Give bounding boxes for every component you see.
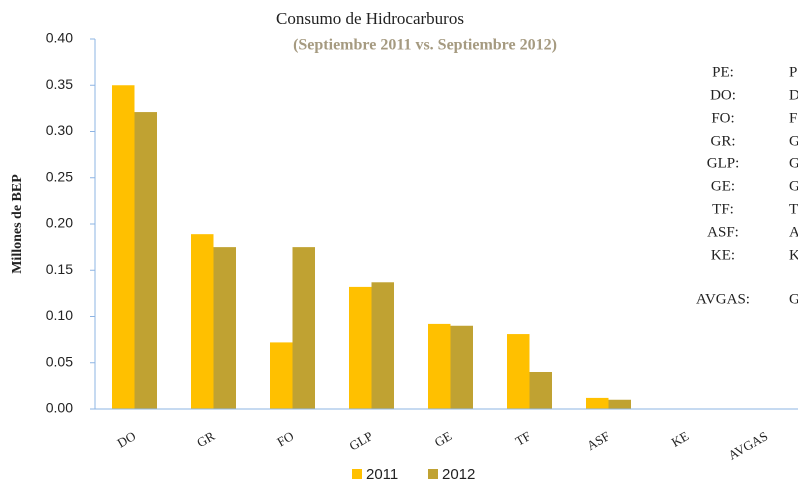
chart-title: Consumo de Hidrocarburos	[276, 9, 464, 28]
bar	[608, 399, 631, 409]
y-tick-label: 0.30	[46, 122, 73, 138]
bar	[112, 85, 135, 409]
y-tick-label: 0.00	[46, 400, 73, 416]
x-tick-label: AVGAS	[725, 428, 770, 463]
legend-label: 2012	[442, 466, 475, 483]
x-tick-label: KE	[669, 428, 692, 450]
annotation-text: G	[789, 155, 798, 171]
bar	[529, 372, 552, 409]
y-tick-label: 0.05	[46, 353, 73, 369]
annotation-text: F	[789, 110, 797, 126]
y-tick-label: 0.35	[46, 76, 73, 92]
legend-label: 2011	[366, 466, 398, 483]
annotation-abbr: GLP:	[707, 155, 740, 171]
y-tick-label: 0.15	[46, 261, 73, 277]
x-tick-label: FO	[274, 428, 296, 449]
x-tick-label: ASF	[584, 428, 612, 453]
annotation-text: D	[789, 87, 798, 103]
annotation-abbr: PE:	[712, 64, 734, 80]
y-tick-label: 0.10	[46, 307, 73, 323]
annotation-abbr: GR:	[710, 133, 735, 149]
y-tick-label: 0.20	[46, 215, 73, 231]
annotation-abbr: ASF:	[707, 224, 739, 240]
annotation-text: G	[789, 133, 798, 149]
bar	[371, 282, 394, 409]
annotation-abbr: AVGAS:	[696, 291, 750, 307]
x-tick-label: DO	[115, 428, 139, 450]
y-axis-label: Millones de BEP	[10, 174, 25, 274]
bar	[450, 325, 473, 409]
annotation-text: T	[789, 201, 798, 217]
annotation-text: G	[789, 178, 798, 194]
x-tick-label: TF	[513, 428, 534, 449]
legend-swatch	[428, 469, 438, 479]
annotation-abbr: KE:	[711, 247, 735, 263]
bar	[586, 397, 609, 409]
bar	[213, 247, 236, 409]
bar	[349, 286, 372, 409]
annotation-text: P	[789, 64, 797, 80]
y-tick-label: 0.40	[46, 30, 73, 46]
x-tick-label: GLP	[347, 428, 376, 453]
x-tick-label: GE	[432, 428, 455, 450]
annotation-text: A	[789, 224, 798, 240]
bar	[507, 334, 530, 409]
annotation-text: K	[789, 247, 798, 263]
y-tick-label: 0.25	[46, 168, 73, 184]
annotation-text: G	[789, 291, 798, 307]
bar	[134, 112, 157, 409]
bar	[191, 234, 214, 409]
bar	[270, 342, 293, 409]
x-tick-label: GR	[194, 428, 217, 450]
legend-swatch	[352, 469, 362, 479]
bar	[428, 323, 451, 409]
chart-subtitle: (Septiembre 2011 vs. Septiembre 2012)	[293, 37, 557, 54]
annotation-abbr: DO:	[710, 87, 736, 103]
annotation-abbr: FO:	[711, 110, 734, 126]
annotation-abbr: GE:	[711, 178, 735, 194]
bar	[292, 247, 315, 409]
annotation-abbr: TF:	[712, 201, 734, 217]
